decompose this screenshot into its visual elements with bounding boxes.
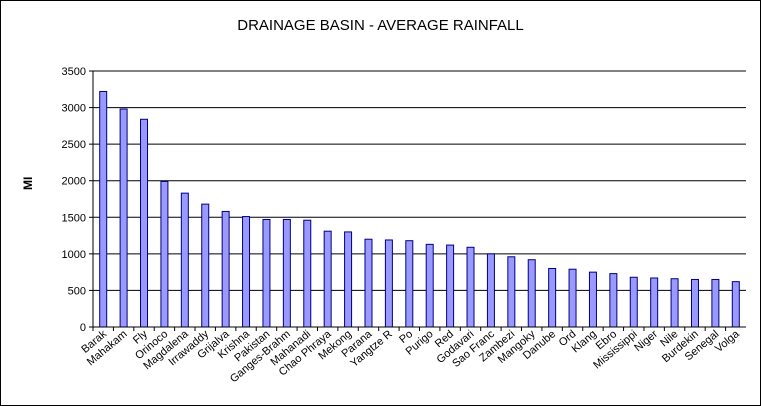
bar bbox=[507, 256, 516, 328]
bar bbox=[548, 267, 557, 328]
bar bbox=[262, 218, 271, 328]
bar bbox=[731, 281, 740, 328]
y-tick-label: 2000 bbox=[62, 176, 86, 188]
bar bbox=[384, 239, 393, 328]
bar bbox=[446, 244, 455, 328]
bars bbox=[99, 90, 740, 328]
bar bbox=[405, 240, 414, 328]
bar bbox=[466, 246, 475, 328]
bar bbox=[486, 253, 495, 328]
bar bbox=[201, 203, 210, 328]
bar bbox=[282, 218, 291, 328]
bar bbox=[119, 108, 128, 328]
y-tick-label: 500 bbox=[68, 285, 86, 297]
y-tick-label: 2500 bbox=[62, 139, 86, 151]
bar bbox=[690, 278, 699, 328]
bar bbox=[364, 238, 373, 328]
y-tick-label: 3500 bbox=[62, 66, 86, 78]
bar bbox=[303, 219, 312, 328]
bar bbox=[425, 243, 434, 328]
bar bbox=[650, 277, 659, 328]
bar bbox=[609, 273, 618, 328]
bar bbox=[242, 216, 251, 328]
bar bbox=[180, 192, 189, 328]
bar bbox=[568, 268, 577, 328]
bar bbox=[588, 271, 597, 328]
y-tick-label: 0 bbox=[80, 322, 86, 334]
bar bbox=[221, 210, 230, 328]
bar bbox=[670, 278, 679, 328]
y-axis-ticks: 0 500 1000 1500 2000 2500 3000 3500 bbox=[62, 66, 93, 334]
bar bbox=[99, 90, 108, 328]
x-tick-label: Niger bbox=[632, 328, 660, 354]
bar bbox=[344, 231, 353, 328]
bar bbox=[140, 118, 149, 328]
y-tick-label: 1000 bbox=[62, 249, 86, 261]
x-tick-label: Volga bbox=[713, 328, 742, 355]
bar bbox=[160, 180, 169, 328]
bar bbox=[711, 278, 720, 328]
chart-title: DRAINAGE BASIN - AVERAGE RAINFALL bbox=[237, 17, 524, 34]
bar bbox=[323, 230, 332, 328]
bar bbox=[629, 276, 638, 328]
y-tick-label: 3000 bbox=[62, 103, 86, 115]
plot-area bbox=[93, 71, 746, 327]
y-tick-label: 1500 bbox=[62, 212, 86, 224]
bar bbox=[527, 259, 536, 328]
